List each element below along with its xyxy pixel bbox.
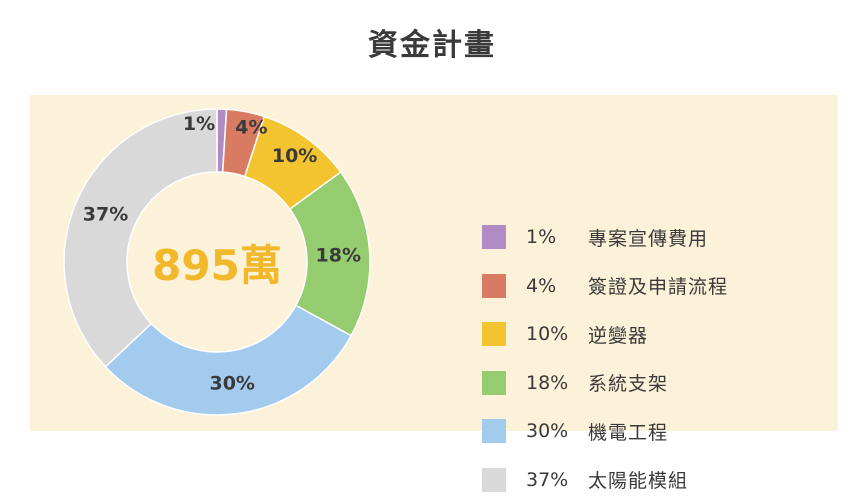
legend-label: 系統支架 <box>588 369 668 396</box>
slice-value-label: 4% <box>235 116 267 138</box>
legend-label: 專案宣傳費用 <box>588 224 708 251</box>
donut-chart: 1% 4%10% 18% 30% 37% 895萬 <box>30 95 430 431</box>
donut-slice <box>64 109 217 367</box>
legend-swatch <box>482 322 506 346</box>
legend-item: 10% 逆變器 <box>482 310 728 359</box>
legend-percent: 30% <box>526 420 588 442</box>
chart-title: 資金計畫 <box>0 20 864 64</box>
legend-label: 太陽能模組 <box>588 466 688 493</box>
legend-item: 30% 機電工程 <box>482 407 728 456</box>
legend: 1% 專案宣傳費用 4% 簽證及申請流程 10% 逆變器 18% 系統支架 30… <box>482 213 728 504</box>
legend-swatch <box>482 419 506 443</box>
slice-value-label: 37% <box>83 204 128 226</box>
legend-percent: 18% <box>526 372 588 394</box>
legend-percent: 37% <box>526 469 588 491</box>
legend-item: 4% 簽證及申請流程 <box>482 262 728 311</box>
legend-label: 機電工程 <box>588 418 668 445</box>
slice-value-label: 18% <box>316 244 361 266</box>
legend-percent: 1% <box>526 226 588 248</box>
legend-swatch <box>482 274 506 298</box>
legend-swatch <box>482 225 506 249</box>
legend-swatch <box>482 371 506 395</box>
legend-item: 1% 專案宣傳費用 <box>482 213 728 262</box>
center-total-label: 895萬 <box>152 241 282 290</box>
legend-item: 37% 太陽能模組 <box>482 456 728 504</box>
slice-value-label: 10% <box>272 145 317 167</box>
legend-percent: 4% <box>526 275 588 297</box>
slice-value-label: 1% <box>183 113 215 135</box>
legend-item: 18% 系統支架 <box>482 359 728 408</box>
slice-value-label: 30% <box>209 373 254 395</box>
legend-swatch <box>482 468 506 492</box>
chart-panel: 1%4%10%18%30%37% 895萬 1% 專案宣傳費用 4% 簽證及申請… <box>30 95 838 431</box>
legend-label: 簽證及申請流程 <box>588 272 728 299</box>
legend-percent: 10% <box>526 323 588 345</box>
legend-label: 逆變器 <box>588 321 648 348</box>
